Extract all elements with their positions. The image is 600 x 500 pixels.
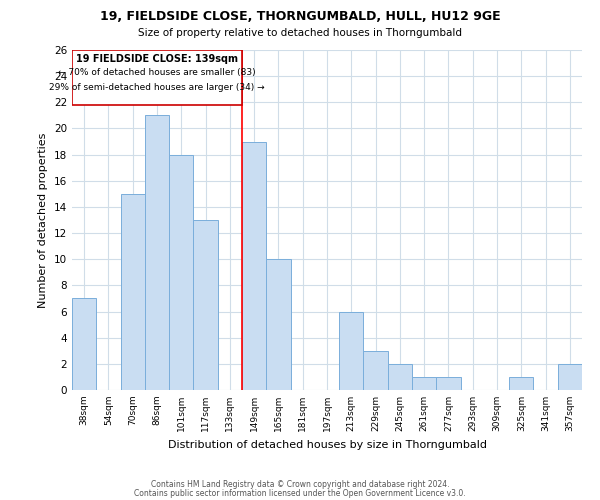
Text: Size of property relative to detached houses in Thorngumbald: Size of property relative to detached ho… xyxy=(138,28,462,38)
X-axis label: Distribution of detached houses by size in Thorngumbald: Distribution of detached houses by size … xyxy=(167,440,487,450)
Bar xyxy=(72,298,96,390)
Bar xyxy=(266,259,290,390)
Bar xyxy=(242,142,266,390)
Bar xyxy=(364,351,388,390)
Text: 29% of semi-detached houses are larger (34) →: 29% of semi-detached houses are larger (… xyxy=(49,82,265,92)
Bar xyxy=(169,154,193,390)
Bar xyxy=(509,377,533,390)
Text: 19 FIELDSIDE CLOSE: 139sqm: 19 FIELDSIDE CLOSE: 139sqm xyxy=(76,54,238,64)
Text: ← 70% of detached houses are smaller (83): ← 70% of detached houses are smaller (83… xyxy=(58,68,256,78)
Bar xyxy=(339,312,364,390)
Bar xyxy=(388,364,412,390)
Bar xyxy=(412,377,436,390)
Y-axis label: Number of detached properties: Number of detached properties xyxy=(38,132,49,308)
Bar xyxy=(121,194,145,390)
Bar xyxy=(145,116,169,390)
Text: 19, FIELDSIDE CLOSE, THORNGUMBALD, HULL, HU12 9GE: 19, FIELDSIDE CLOSE, THORNGUMBALD, HULL,… xyxy=(100,10,500,23)
FancyBboxPatch shape xyxy=(72,50,242,105)
Bar xyxy=(436,377,461,390)
Text: Contains public sector information licensed under the Open Government Licence v3: Contains public sector information licen… xyxy=(134,488,466,498)
Bar xyxy=(193,220,218,390)
Bar xyxy=(558,364,582,390)
Text: Contains HM Land Registry data © Crown copyright and database right 2024.: Contains HM Land Registry data © Crown c… xyxy=(151,480,449,489)
